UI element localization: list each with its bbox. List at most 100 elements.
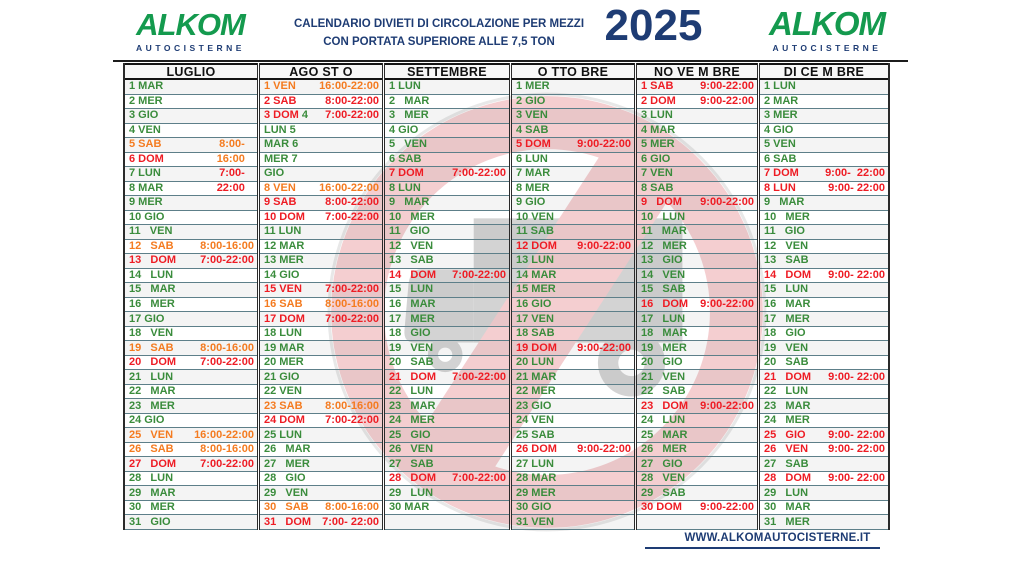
day-label: 16 DOM — [641, 297, 689, 310]
day-label: 12 MAR — [264, 239, 305, 252]
day-label: 3 DOM 4 — [264, 109, 309, 122]
day-label: 21 GIO — [264, 370, 300, 383]
day-label: 28 VEN — [641, 472, 686, 485]
ban-time-range: 9:00-22:00 — [577, 138, 631, 151]
day-label: 24 VEN — [516, 414, 554, 427]
month-rows: 1 VEN 16:00-22:00 2 SAB 8:00-22:00 3 DOM 4 7:… — [260, 80, 382, 530]
day-cell: 13 SAB — [385, 254, 509, 269]
day-cell: 1 SAB 9:00-22:00 — [637, 80, 757, 95]
day-cell: 31 MER — [760, 515, 888, 530]
day-cell: 24 MER — [385, 414, 509, 429]
day-label: 1 MAR — [129, 80, 164, 93]
day-cell: 8 SAB — [637, 182, 757, 197]
day-cell: 8 MER — [512, 182, 634, 197]
ban-time-range: 9:00- 22:00 — [828, 181, 885, 194]
day-label: 8 MER — [516, 181, 550, 194]
page-title: CALENDARIO DIVIETI DI CIRCOLAZIONE PER M… — [283, 15, 595, 52]
day-cell: 29 VEN — [260, 486, 382, 501]
day-cell: 4 VEN — [125, 124, 257, 139]
day-cell: 3 LUN — [637, 109, 757, 124]
day-cell: 20 LUN — [512, 356, 634, 371]
day-cell: 3 MER — [385, 109, 509, 124]
day-cell: 25 GIO — [385, 428, 509, 443]
day-cell: 24 DOM 7:00-22:00 — [260, 414, 382, 429]
day-label: 14 DOM — [389, 268, 437, 281]
day-label: 26 MER — [641, 443, 687, 456]
ban-time-range: 7:00-22:00 — [200, 457, 254, 470]
day-cell: 27 LUN — [512, 457, 634, 472]
day-label: 17 DOM — [264, 312, 305, 325]
day-cell: 19 VEN — [385, 341, 509, 356]
day-cell: 12 VEN — [385, 240, 509, 255]
day-label: 2 SAB — [264, 94, 297, 107]
day-label: 5 SAB — [129, 138, 162, 151]
ban-time-range: 9:00-22:00 — [700, 399, 754, 412]
day-cell: 27 SAB — [760, 457, 888, 472]
day-label: 13 LUN — [516, 254, 554, 267]
day-cell: 24 GIO — [125, 414, 257, 429]
day-cell: 27 GIO — [637, 457, 757, 472]
day-cell: 24 LUN — [637, 414, 757, 429]
day-label: 14 VEN — [641, 268, 686, 281]
day-label: 15 MER — [516, 283, 556, 296]
day-cell: 16 DOM 9:00-22:00 — [637, 298, 757, 313]
day-cell: 16 MAR — [760, 298, 888, 313]
day-label: 25 VEN — [129, 428, 174, 441]
day-label: 12 MER — [641, 239, 687, 252]
day-cell: 24 VEN — [512, 414, 634, 429]
day-cell: 23 DOM 9:00-22:00 — [637, 399, 757, 414]
day-label: 29 LUN — [764, 486, 809, 499]
day-label: 18 MAR — [641, 327, 688, 340]
day-cell: 18 LUN — [260, 327, 382, 342]
day-cell: 5 DOM 9:00-22:00 — [512, 138, 634, 153]
ban-time-range: 16:00-22:00 — [194, 428, 254, 441]
day-label: 15 MAR — [129, 283, 176, 296]
day-label: 16 MAR — [389, 297, 436, 310]
ban-time-range: 7:00- — [219, 167, 254, 180]
ban-time-range: 8:00-16:00 — [200, 239, 254, 252]
day-label: 22 MAR — [129, 385, 176, 398]
day-label: 19 DOM — [516, 341, 557, 354]
day-cell: GIO — [260, 167, 382, 182]
day-cell: 15 LUN — [760, 283, 888, 298]
day-label: 16 MER — [129, 297, 175, 310]
day-label: 18 LUN — [264, 327, 302, 340]
day-label: 31 DOM — [264, 515, 312, 528]
day-label: 2 MER — [129, 94, 163, 107]
month-header: NO VE M BRE — [637, 63, 757, 80]
day-label: 24 MER — [389, 414, 435, 427]
day-label: 4 VEN — [129, 123, 161, 136]
day-cell: 1 LUN — [385, 80, 509, 95]
day-label: 17 VEN — [516, 312, 554, 325]
day-cell: 12 MAR — [260, 240, 382, 255]
day-cell: 19 MER — [637, 341, 757, 356]
day-cell: 18 GIO — [385, 327, 509, 342]
day-label: 28 DOM — [764, 472, 812, 485]
day-cell: 15 MER — [512, 283, 634, 298]
day-cell: 2 GIO — [512, 95, 634, 110]
day-label: 9 MAR — [764, 196, 805, 209]
day-label: 26 DOM — [516, 443, 557, 456]
day-cell: 3 DOM 4 7:00-22:00 — [260, 109, 382, 124]
day-cell: 14 GIO — [260, 269, 382, 284]
day-cell: 30 MAR — [385, 501, 509, 516]
ban-calendar-table: LUGLIO 1 MAR 2 MER 3 GIO 4 VEN 5 SAB 8:00- 6 D… — [123, 63, 890, 530]
day-label: 31 VEN — [516, 515, 554, 528]
day-label: 6 SAB — [389, 152, 422, 165]
day-cell: 4 GIO — [385, 124, 509, 139]
title-line-1: CALENDARIO DIVIETI DI CIRCOLAZIONE PER M… — [293, 18, 585, 30]
day-cell: 28 GIO — [260, 472, 382, 487]
day-label: 10 VEN — [516, 210, 554, 223]
day-cell: 10 DOM 7:00-22:00 — [260, 211, 382, 226]
day-cell: 8 MAR 22:00 — [125, 182, 257, 197]
website-link[interactable]: WWW.ALKOMAUTOCISTERNE.IT — [645, 532, 880, 549]
day-cell: 16 SAB 8:00-16:00 — [260, 298, 382, 313]
day-cell: MER 7 — [260, 153, 382, 168]
day-label: 31 GIO — [129, 515, 171, 528]
day-cell: 29 MAR — [125, 486, 257, 501]
day-cell: 12 MER — [637, 240, 757, 255]
day-label: 13 SAB — [764, 254, 809, 267]
day-label: 12 VEN — [764, 239, 809, 252]
ban-time-range: 9:00-22:00 — [577, 443, 631, 456]
